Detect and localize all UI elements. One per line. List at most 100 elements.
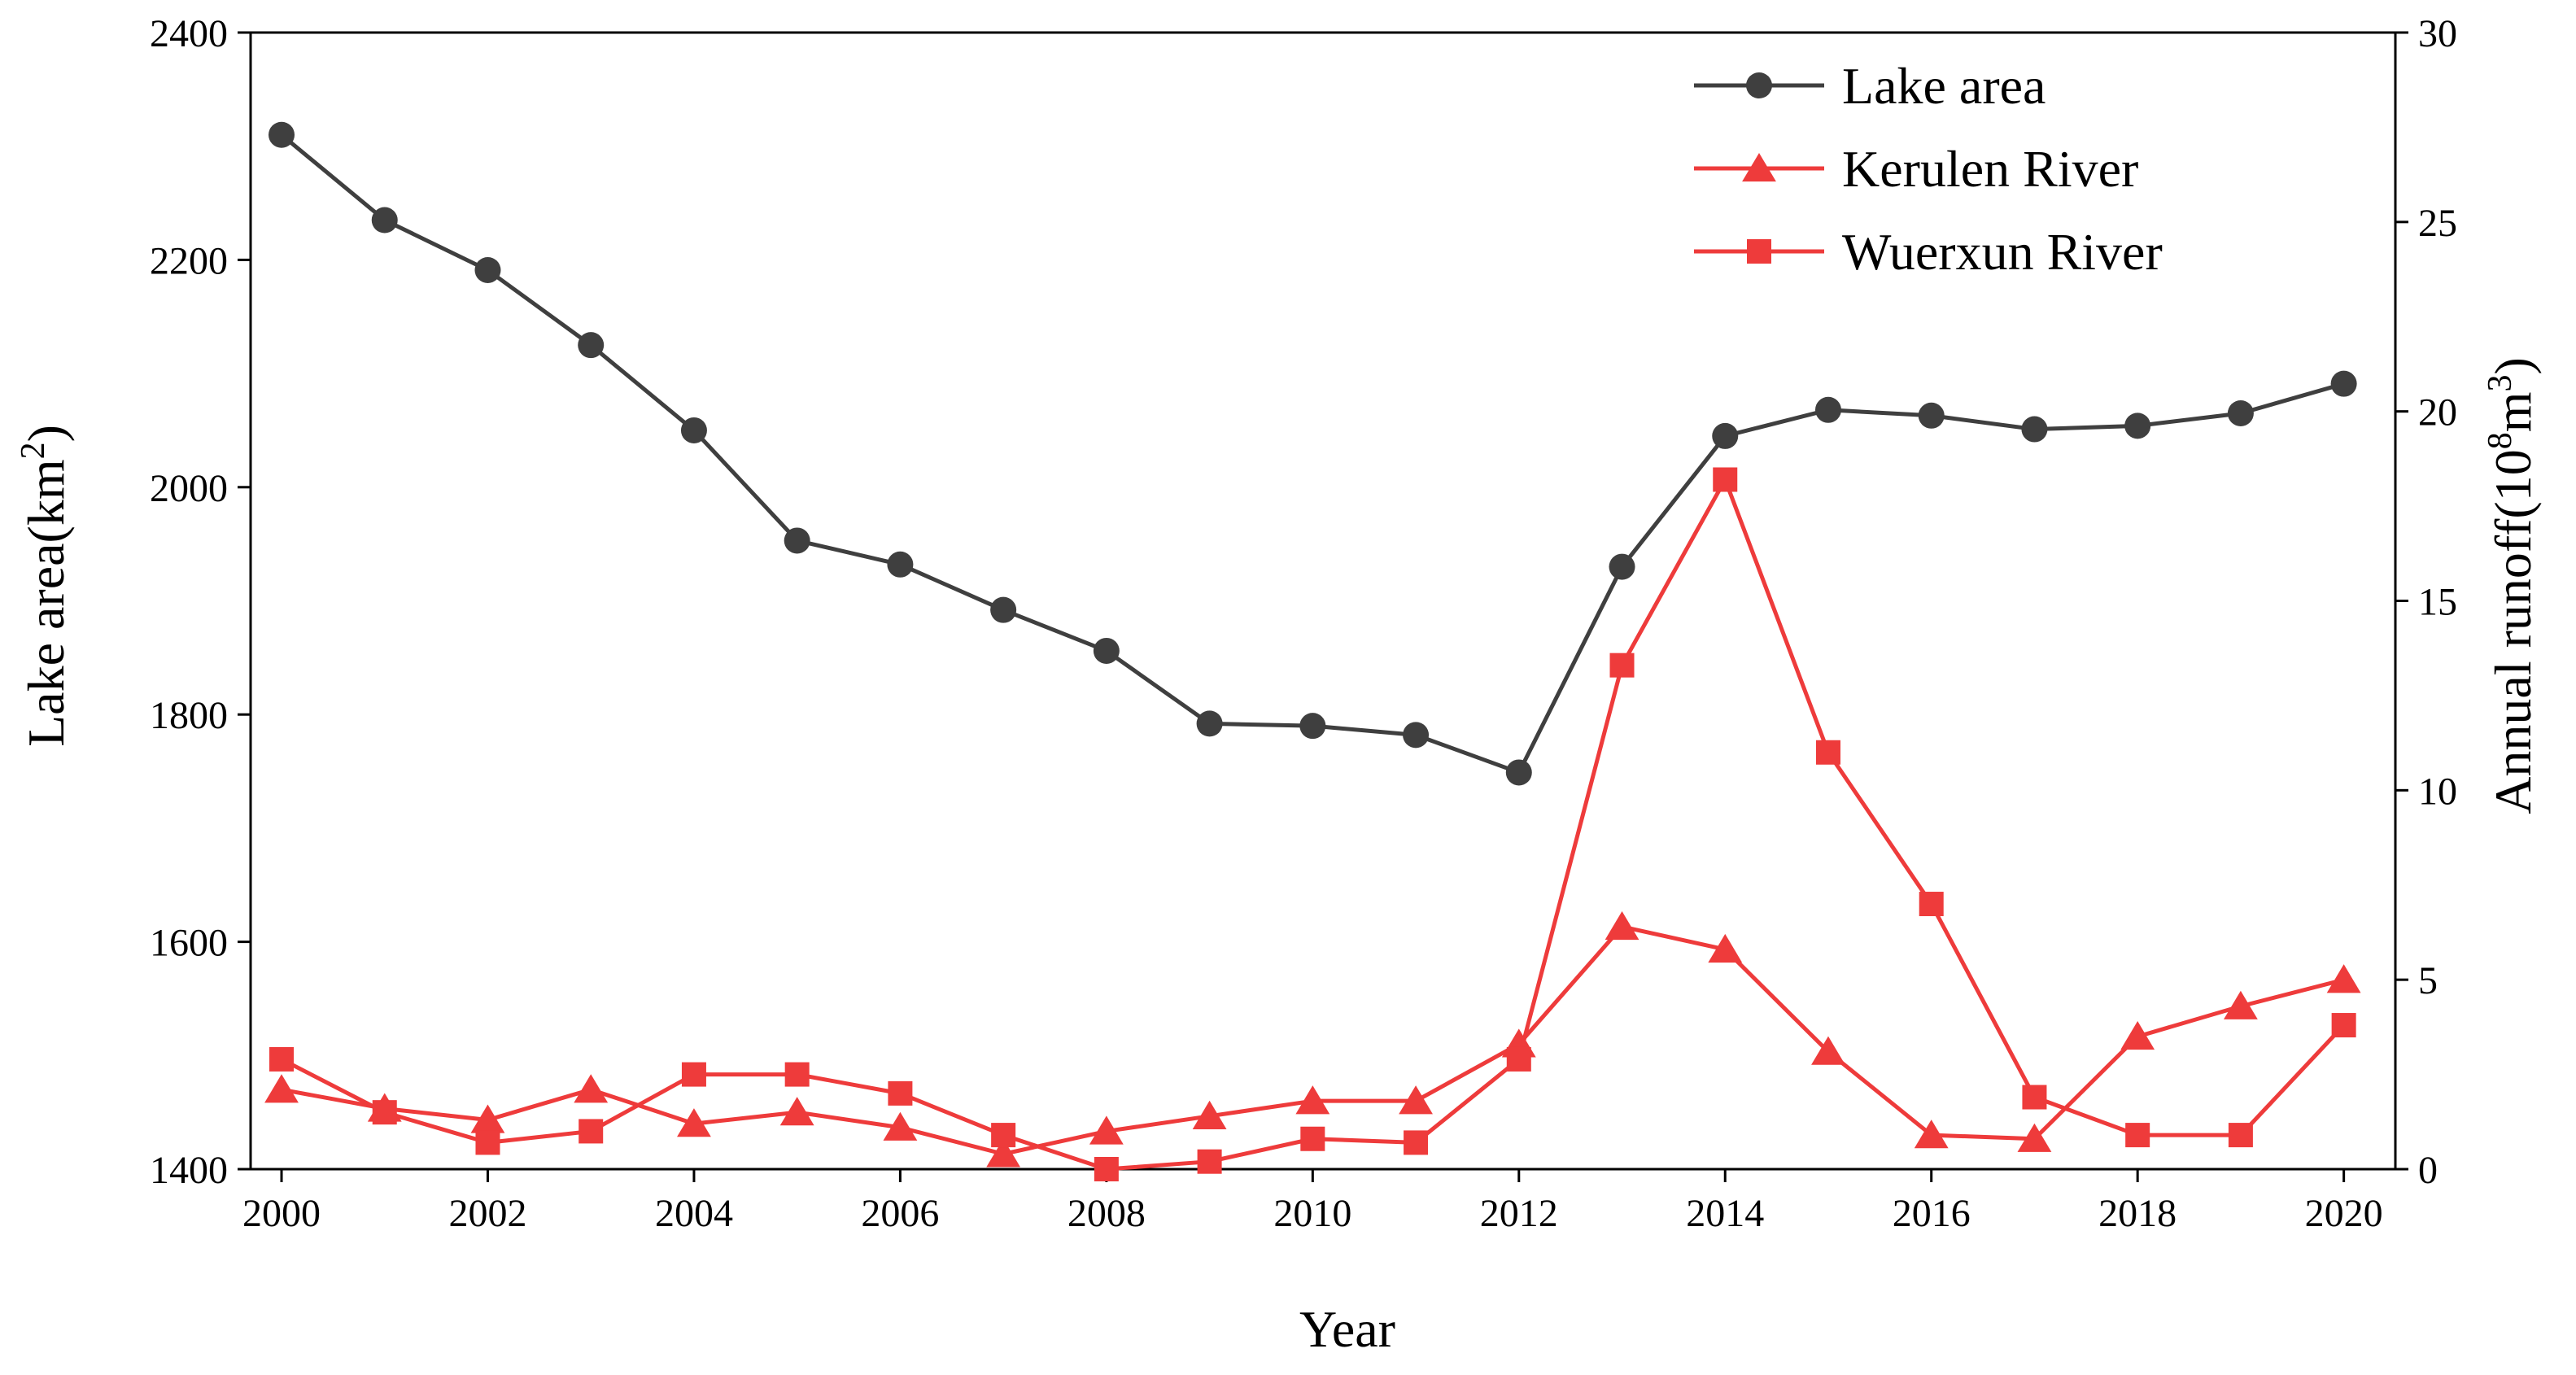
right-y-tick-label: 30 <box>2418 12 2457 55</box>
data-point <box>474 256 501 283</box>
x-tick-label: 2020 <box>2305 1192 2383 1235</box>
legend-label: Lake area <box>1842 57 2046 115</box>
data-point <box>1914 1120 1949 1149</box>
data-point <box>578 332 605 359</box>
right-y-tick-label: 15 <box>2418 581 2457 624</box>
left-y-axis-ticks: 1400 1600 1800 2000 2200 2400 <box>150 12 251 1192</box>
data-point <box>680 417 707 443</box>
data-point <box>1196 710 1223 737</box>
data-point <box>1609 553 1635 580</box>
data-point <box>1713 467 1738 492</box>
left-y-tick-label: 1600 <box>150 922 228 965</box>
data-point <box>1811 1036 1845 1065</box>
data-point <box>2021 416 2048 443</box>
data-point <box>2330 370 2357 397</box>
data-point <box>1506 1046 1531 1072</box>
data-point <box>784 1062 810 1087</box>
x-tick-label: 2008 <box>1068 1192 1146 1235</box>
data-point <box>784 527 810 554</box>
left-y-tick-label: 2400 <box>150 12 228 55</box>
legend-marker <box>1747 239 1771 264</box>
data-point <box>888 1080 913 1106</box>
legend-marker <box>1746 72 1772 98</box>
data-point <box>574 1074 609 1103</box>
left-y-axis-title: Lake area(km2) <box>15 425 75 747</box>
data-point <box>677 1108 711 1137</box>
data-point <box>1399 1085 1433 1115</box>
right-y-tick-label: 20 <box>2418 391 2457 434</box>
right-y-tick-label: 25 <box>2418 202 2457 245</box>
data-point <box>2125 1123 2150 1148</box>
data-point <box>990 596 1017 623</box>
left-y-tick-label: 2200 <box>150 239 228 282</box>
plot-frame <box>249 31 2397 1171</box>
plot-area-border <box>249 31 2397 1171</box>
data-point <box>779 1097 814 1126</box>
data-point <box>1093 637 1120 664</box>
x-tick-label: 2006 <box>861 1192 939 1235</box>
left-y-tick-label: 2000 <box>150 467 228 510</box>
data-point <box>269 1046 295 1072</box>
left-y-tick-label: 1400 <box>150 1149 228 1192</box>
data-point <box>371 207 398 234</box>
data-point <box>1605 910 1639 941</box>
data-point <box>264 1074 299 1103</box>
data-point <box>1919 892 1944 917</box>
data-point <box>2124 412 2151 439</box>
data-point <box>2228 1123 2253 1148</box>
data-point <box>2227 399 2254 426</box>
data-point <box>2326 964 2361 993</box>
series-lake-area <box>269 121 2357 786</box>
left-y-tick-label: 1800 <box>150 694 228 737</box>
data-point <box>991 1123 1016 1148</box>
series-line <box>280 477 2346 1172</box>
data-point <box>475 1130 500 1155</box>
data-point <box>883 1111 918 1141</box>
data-point <box>1300 1126 1325 1151</box>
data-point <box>1815 740 1840 765</box>
data-point <box>1295 1085 1330 1115</box>
x-axis-title: Year <box>1299 1300 1395 1358</box>
right-y-tick-label: 5 <box>2418 959 2438 1002</box>
data-point <box>2120 1021 2155 1050</box>
data-point <box>1814 396 1841 423</box>
data-point <box>1404 1130 1429 1155</box>
x-tick-label: 2016 <box>1893 1192 1971 1235</box>
data-point <box>681 1062 706 1087</box>
x-tick-label: 2010 <box>1273 1192 1351 1235</box>
x-tick-label: 2002 <box>448 1192 526 1235</box>
x-tick-label: 2004 <box>655 1192 733 1235</box>
right-y-axis-ticks: 0 5 10 15 20 25 30 <box>2395 12 2457 1192</box>
legend-label: Wuerxun River <box>1842 223 2163 281</box>
legend-marker <box>1742 153 1776 182</box>
data-point <box>986 1138 1021 1168</box>
x-tick-label: 2012 <box>1480 1192 1558 1235</box>
data-point <box>2331 1013 2356 1038</box>
legend: Lake area Kerulen River Wuerxun River <box>1694 57 2163 281</box>
data-point <box>1918 402 1945 429</box>
data-point <box>1403 722 1430 749</box>
series-layer <box>264 121 2361 1181</box>
data-point <box>1094 1157 1119 1181</box>
data-point <box>579 1119 604 1144</box>
data-point <box>470 1104 505 1133</box>
data-point <box>269 121 295 148</box>
data-point <box>1299 713 1326 740</box>
x-axis-ticks: 2000 2002 2004 2006 2008 2010 2012 2014 2016 2018… <box>242 1169 2383 1235</box>
data-point <box>1712 422 1739 449</box>
data-point <box>1708 933 1743 963</box>
data-point <box>1197 1149 1222 1174</box>
legend-item: Wuerxun River <box>1694 223 2163 281</box>
legend-label: Kerulen River <box>1842 140 2138 198</box>
data-point <box>887 551 914 578</box>
right-y-axis-title: Annual runoff(108m3) <box>2482 357 2542 814</box>
x-tick-label: 2018 <box>2098 1192 2177 1235</box>
data-point <box>1505 759 1532 786</box>
data-point <box>2022 1085 2047 1110</box>
data-point <box>372 1100 397 1125</box>
series-wuerxun-river <box>269 467 2356 1181</box>
legend-item: Lake area <box>1694 57 2046 115</box>
data-point <box>1089 1115 1124 1145</box>
right-y-tick-label: 10 <box>2418 770 2457 813</box>
